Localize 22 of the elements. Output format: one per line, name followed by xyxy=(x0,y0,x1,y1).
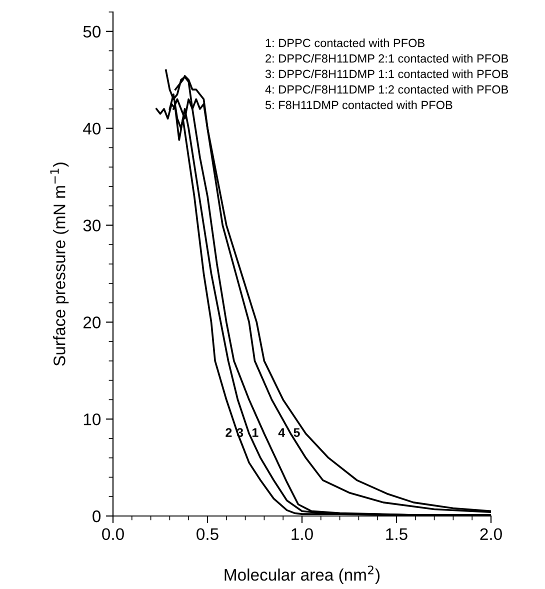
annotation: 1: DPPC contacted with PFOB xyxy=(266,38,424,48)
y-tick-label: 10 xyxy=(84,413,101,426)
series-label: 4 xyxy=(278,428,286,437)
y-tick-label: 30 xyxy=(83,220,101,232)
x-tick-label: 1.0 xyxy=(292,528,313,540)
annotation: 2: DPPC/F8H11DMP 2:1 contacted with PFOB xyxy=(266,54,508,63)
series-label: 5 xyxy=(294,428,300,437)
series-label: 1 xyxy=(252,428,258,437)
y-axis-title: Surface pressure (mN m$^{−1}$) xyxy=(50,162,69,366)
x-axis-title: Molecular area (nm$^{2}$) xyxy=(224,566,380,584)
x-tick-label: 0.0 xyxy=(102,528,124,540)
y-tick-label: 20 xyxy=(83,316,101,328)
annotation: 4: DPPC/F8H11DMP 1:2 contacted with PFOB xyxy=(265,85,508,94)
x-tick-label: 2.0 xyxy=(480,528,502,540)
x-tick-label: 0.5 xyxy=(196,528,218,540)
series-label: 2 xyxy=(226,428,232,437)
y-tick-label: 40 xyxy=(83,122,101,135)
y-tick-label: 50 xyxy=(83,26,101,38)
annotation: 5: F8H11DMP contacted with PFOB xyxy=(265,100,452,110)
x-tick-label: 1.5 xyxy=(386,528,408,540)
y-tick-label: 0 xyxy=(92,510,101,522)
annotation: 3: DPPC/F8H11DMP 1:1 contacted with PFOB xyxy=(265,70,508,78)
